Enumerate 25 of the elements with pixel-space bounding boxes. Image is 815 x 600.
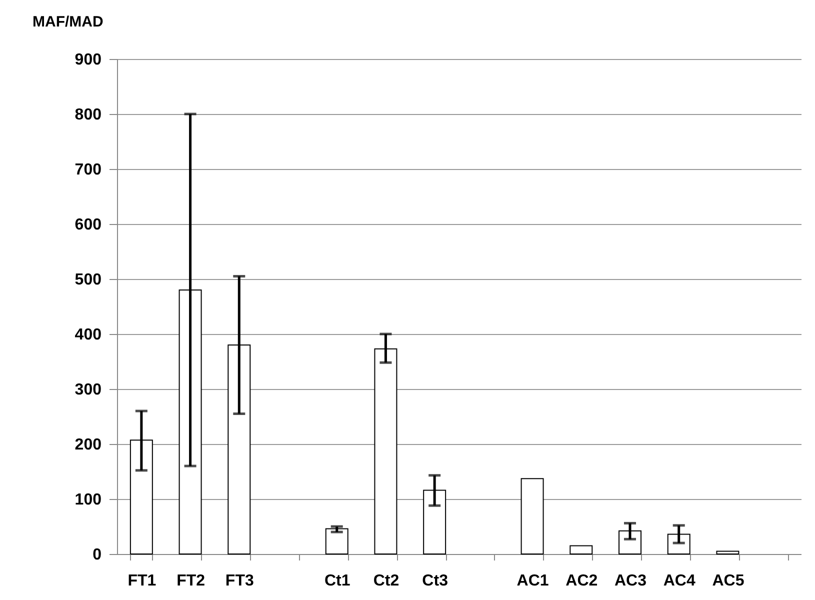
x-tick-label: AC3 [614,572,647,590]
y-tick-label: 500 [74,272,102,288]
x-tick-label: AC1 [516,572,549,590]
y-tick-label: 0 [92,546,102,564]
y-tick-label: 300 [74,382,102,398]
y-axis-title: MAF/MAD [32,14,104,30]
x-tick-label: Ct3 [422,572,448,590]
y-tick-label: 700 [74,162,102,178]
bar [716,550,740,554]
x-tick-label: Ct2 [373,572,400,590]
y-tick-label: 900 [74,52,102,68]
y-tick-label: 600 [74,216,102,234]
bar [570,545,593,554]
x-tick-label: AC5 [712,572,744,590]
y-tick-label: 800 [74,106,102,124]
x-tick-label: FT2 [176,572,206,590]
x-tick-label: FT3 [225,572,254,590]
x-tick-label: AC4 [663,572,696,590]
x-tick-label: Ct1 [324,572,350,590]
x-tick-label: AC2 [566,572,598,590]
y-tick-label: 100 [74,492,102,508]
bar [520,478,544,554]
y-tick-label: 400 [74,326,102,344]
y-tick-label: 200 [74,436,102,454]
x-tick-label: FT1 [128,572,156,590]
